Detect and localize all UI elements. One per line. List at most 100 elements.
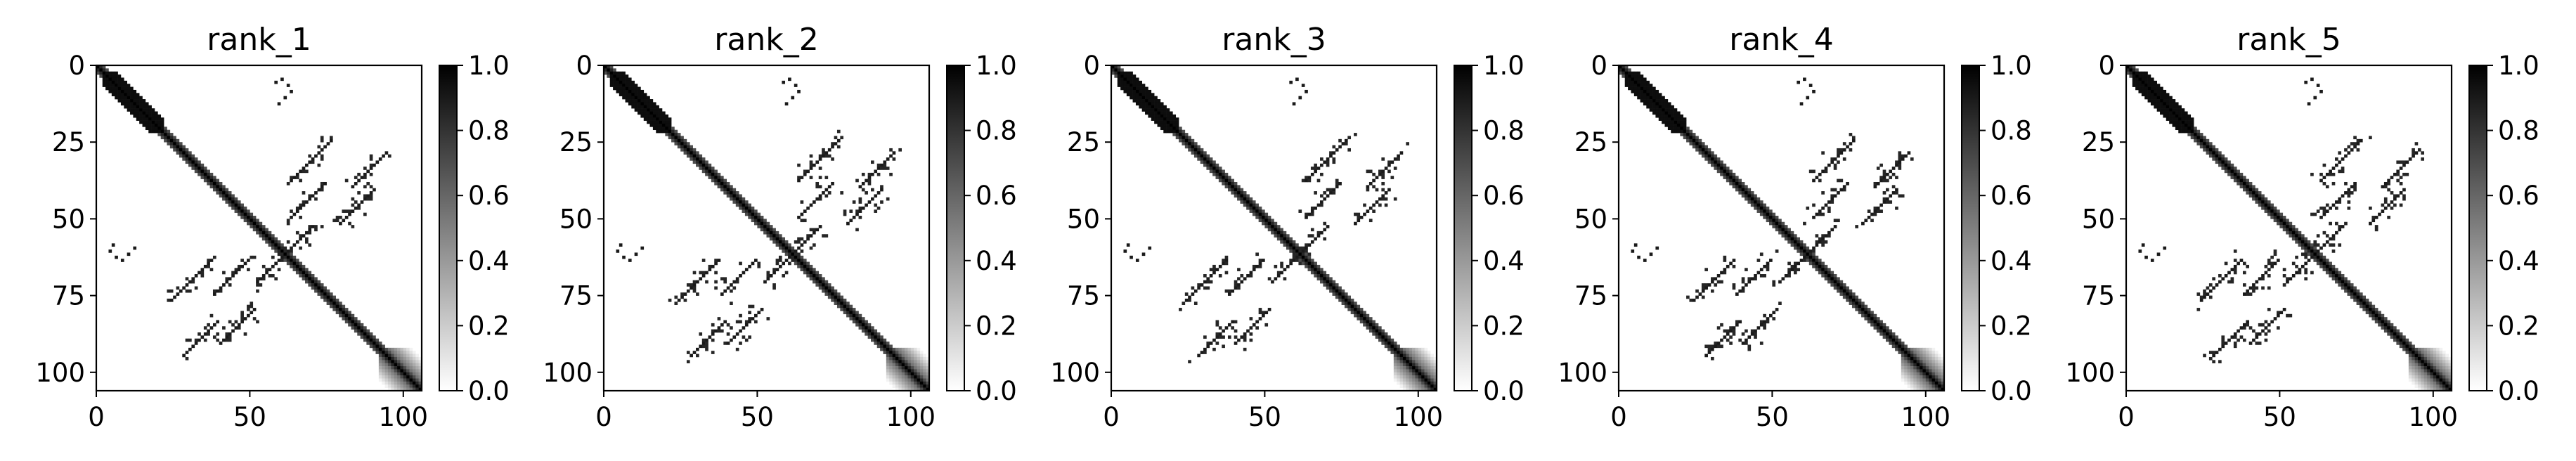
heatmap-cell bbox=[2270, 216, 2274, 219]
heatmap-cell bbox=[714, 176, 718, 179]
heatmap-cell bbox=[1175, 136, 1179, 140]
heatmap-cell bbox=[723, 342, 727, 345]
heatmap-cell bbox=[1842, 289, 1846, 293]
heatmap-cell bbox=[2286, 313, 2289, 318]
heatmap-cell bbox=[1861, 301, 1865, 305]
heatmap-cell bbox=[1901, 360, 1905, 363]
heatmap-cell bbox=[1941, 363, 1945, 367]
heatmap-cell bbox=[917, 381, 921, 385]
heatmap-cell bbox=[2203, 148, 2206, 152]
heatmap-cell bbox=[2224, 167, 2228, 170]
heatmap-cell bbox=[1141, 102, 1146, 106]
heatmap-cell bbox=[151, 129, 155, 134]
heatmap-cell bbox=[2184, 111, 2188, 115]
heatmap-cell bbox=[760, 228, 764, 232]
heatmap-cell bbox=[308, 243, 312, 247]
heatmap-cell bbox=[2383, 200, 2388, 204]
heatmap-cell bbox=[634, 93, 638, 96]
heatmap-cell bbox=[369, 194, 373, 198]
heatmap-cell bbox=[1402, 375, 1406, 379]
heatmap-cell bbox=[219, 181, 223, 186]
heatmap-cell bbox=[2267, 206, 2271, 210]
heatmap-cell bbox=[634, 86, 638, 91]
heatmap-cell bbox=[216, 332, 220, 336]
heatmap-cell bbox=[292, 255, 297, 259]
heatmap-cell bbox=[1295, 77, 1299, 82]
x-tick-label: 50 bbox=[233, 402, 266, 432]
heatmap-cell bbox=[1640, 86, 1644, 91]
heatmap-cell bbox=[889, 344, 893, 349]
heatmap-cell bbox=[739, 194, 742, 198]
heatmap-cell bbox=[1646, 86, 1650, 91]
heatmap-cell bbox=[2430, 356, 2434, 361]
heatmap-cell bbox=[671, 138, 675, 143]
heatmap-cell bbox=[1203, 280, 1207, 284]
heatmap-cell bbox=[1683, 133, 1687, 136]
heatmap-cell bbox=[818, 283, 822, 287]
heatmap-cell bbox=[852, 320, 856, 324]
heatmap-cell bbox=[2325, 271, 2329, 275]
heatmap-cell bbox=[794, 259, 798, 262]
heatmap-cell bbox=[861, 323, 865, 327]
heatmap-cell bbox=[1643, 102, 1647, 106]
heatmap-cell bbox=[840, 308, 843, 311]
heatmap-cell bbox=[384, 360, 389, 363]
heatmap-cell bbox=[2412, 347, 2415, 351]
heatmap-cell bbox=[836, 138, 841, 143]
heatmap-cell bbox=[409, 384, 413, 388]
heatmap-cell bbox=[840, 295, 843, 299]
heatmap-cell bbox=[760, 219, 764, 223]
heatmap-cell bbox=[1126, 77, 1130, 82]
heatmap-cell bbox=[1837, 277, 1840, 281]
heatmap-cell bbox=[797, 240, 801, 244]
heatmap-cell bbox=[1667, 105, 1671, 109]
heatmap-cell bbox=[145, 120, 149, 124]
heatmap-cell bbox=[290, 178, 293, 183]
heatmap-cell bbox=[311, 157, 315, 161]
heatmap-cell bbox=[2166, 99, 2170, 103]
heatmap-cell bbox=[373, 188, 376, 192]
heatmap-cell bbox=[2190, 133, 2194, 136]
heatmap-cell bbox=[400, 384, 404, 388]
heatmap-cell bbox=[1882, 323, 1886, 327]
heatmap-cell bbox=[2144, 77, 2148, 82]
heatmap-cell bbox=[1821, 237, 1825, 241]
heatmap-cell bbox=[1726, 338, 1730, 342]
heatmap-cell bbox=[1314, 169, 1317, 174]
heatmap-cell bbox=[2369, 311, 2372, 315]
heatmap-cell bbox=[1769, 259, 1773, 262]
heatmap-cell bbox=[1218, 178, 1222, 183]
heatmap-cell bbox=[649, 108, 654, 112]
heatmap-cell bbox=[917, 378, 921, 382]
heatmap-cell bbox=[1763, 320, 1766, 324]
heatmap-cell bbox=[1218, 172, 1222, 176]
heatmap-cell bbox=[2203, 136, 2206, 140]
heatmap-cell bbox=[2383, 329, 2388, 333]
heatmap-cell bbox=[1821, 151, 1825, 155]
heatmap-cell bbox=[394, 360, 398, 363]
heatmap-cell bbox=[883, 160, 887, 164]
heatmap-cell bbox=[2408, 363, 2412, 367]
heatmap-cell bbox=[1387, 169, 1391, 174]
heatmap-cell bbox=[874, 329, 878, 333]
heatmap-cell bbox=[1237, 194, 1241, 198]
heatmap-cell bbox=[2196, 142, 2201, 145]
heatmap-cell bbox=[1628, 71, 1631, 75]
heatmap-cell bbox=[1227, 185, 1231, 189]
heatmap-cell bbox=[203, 172, 207, 176]
heatmap-cell bbox=[2329, 172, 2332, 176]
heatmap-cell bbox=[1714, 154, 1718, 158]
heatmap-cell bbox=[1234, 181, 1238, 186]
heatmap-cell bbox=[1907, 372, 1911, 376]
heatmap-cell bbox=[342, 219, 346, 223]
heatmap-cell bbox=[1329, 280, 1333, 284]
heatmap-cell bbox=[1286, 243, 1290, 247]
heatmap-cell bbox=[784, 243, 789, 247]
heatmap-cell bbox=[1747, 194, 1752, 198]
heatmap-cell bbox=[1934, 387, 1939, 391]
y-tick-label: 100 bbox=[35, 358, 85, 388]
heatmap-cell bbox=[1218, 326, 1222, 330]
heatmap-cell bbox=[409, 360, 413, 363]
heatmap-cell bbox=[2369, 313, 2372, 318]
heatmap-cell bbox=[2390, 335, 2394, 339]
